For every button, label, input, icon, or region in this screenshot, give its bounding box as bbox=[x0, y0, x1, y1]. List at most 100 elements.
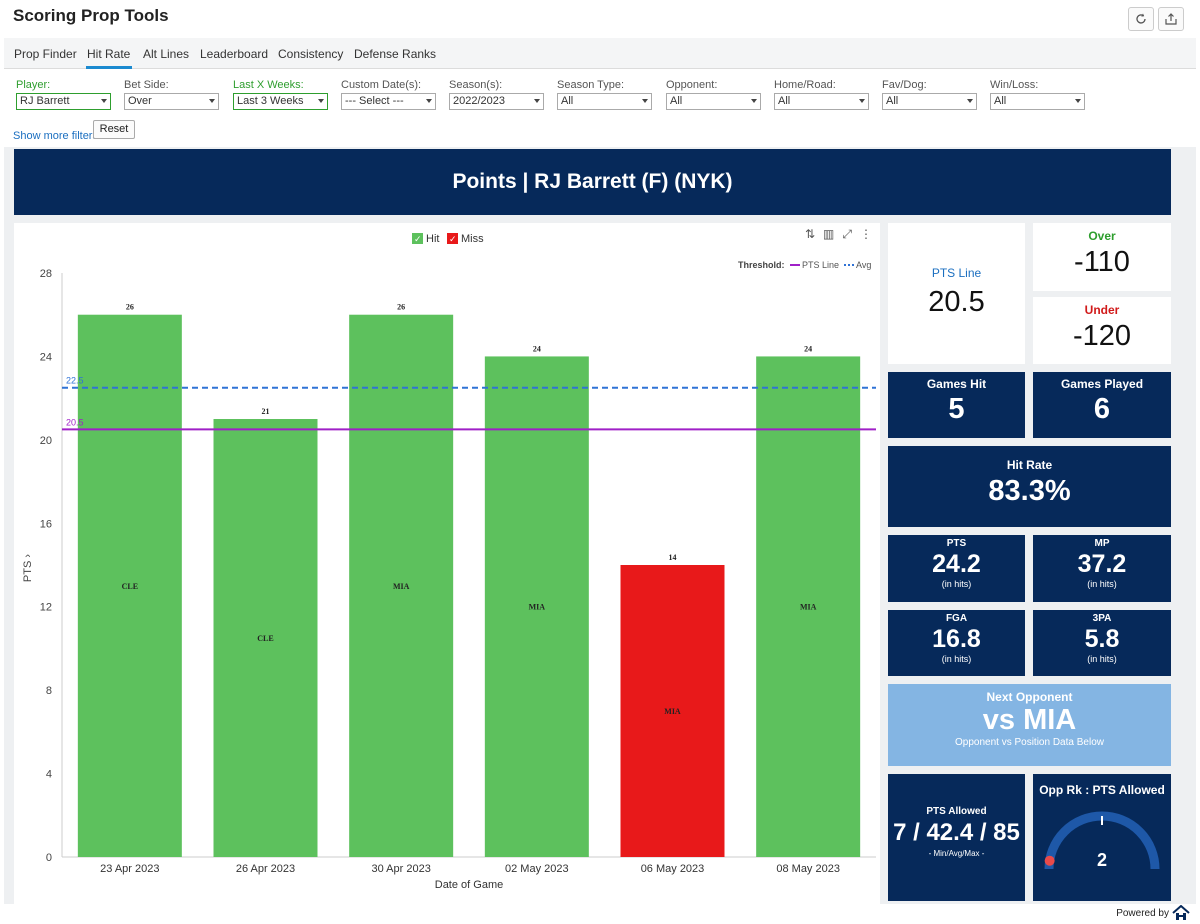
seasons-select[interactable]: 2022/2023 bbox=[449, 93, 544, 110]
export-button[interactable] bbox=[1158, 7, 1184, 31]
bar bbox=[349, 314, 454, 857]
opp-rank-value: 2 bbox=[1097, 850, 1107, 870]
pts-avg-value: 24.2 bbox=[932, 550, 981, 578]
fga-avg-title: FGA bbox=[945, 613, 968, 624]
home-road-select[interactable]: All bbox=[774, 93, 869, 110]
chevron-down-icon bbox=[859, 99, 865, 103]
brand-logo-icon bbox=[1172, 905, 1190, 920]
bar-opponent-label: MIA bbox=[393, 582, 410, 591]
mp-avg-value: 37.2 bbox=[1077, 550, 1127, 578]
page-title: Points | RJ Barrett (F) (NYK) bbox=[14, 149, 1171, 215]
filter-label-player: Player: bbox=[16, 79, 51, 91]
bar-chart: 0 4 8 12 16 20 24 28 PTS › 26 CLE 23 Apr 2023 21 CLE 2… bbox=[22, 233, 876, 891]
filter-label-win-loss: Win/Loss: bbox=[990, 79, 1039, 91]
last-x-weeks-select[interactable]: Last 3 Weeks bbox=[233, 93, 328, 110]
tab-prop-finder[interactable]: Prop Finder bbox=[14, 47, 77, 61]
x-tick-label: 23 Apr 2023 bbox=[100, 863, 159, 875]
bet-side-select[interactable]: Over bbox=[124, 93, 219, 110]
opp-rank-card: Opp Rk : PTS Allowed 2 bbox=[1033, 774, 1171, 901]
pts-line-title: PTS Line bbox=[931, 266, 982, 280]
chevron-down-icon bbox=[967, 99, 973, 103]
bar-opponent-label: MIA bbox=[800, 603, 817, 612]
threshold-legend-label: Avg bbox=[856, 260, 871, 270]
under-odds-card: Under -120 bbox=[1033, 297, 1171, 364]
more-icon[interactable]: ⋮ bbox=[860, 227, 872, 241]
pts-allowed-sub: - Min/Avg/Max - bbox=[928, 849, 985, 858]
player-select[interactable]: RJ Barrett bbox=[16, 93, 111, 110]
bar bbox=[620, 565, 725, 857]
y-tick-label: 28 bbox=[40, 268, 52, 280]
opponent-select-value: All bbox=[670, 95, 683, 107]
hit-rate-value: 83.3% bbox=[988, 475, 1071, 507]
bar-value-label: 14 bbox=[669, 553, 677, 562]
hit-rate-title: Hit Rate bbox=[1006, 458, 1053, 472]
next-opponent-value: vs MIA bbox=[982, 704, 1077, 736]
app-title: Scoring Prop Tools bbox=[13, 6, 169, 25]
gauge-marker bbox=[1044, 855, 1055, 866]
x-tick-label: 02 May 2023 bbox=[505, 863, 569, 875]
filter-label-bet-side: Bet Side: bbox=[124, 79, 169, 91]
fav-dog-select[interactable]: All bbox=[882, 93, 977, 110]
x-tick-label: 30 Apr 2023 bbox=[371, 863, 430, 875]
reset-button[interactable]: Reset bbox=[93, 120, 135, 139]
custom-dates-select-value: --- Select --- bbox=[345, 95, 404, 107]
y-tick-label: 0 bbox=[46, 852, 52, 864]
refresh-button[interactable] bbox=[1128, 7, 1154, 31]
next-opponent-title: Next Opponent bbox=[986, 690, 1073, 704]
chevron-down-icon bbox=[751, 99, 757, 103]
y-tick-label: 20 bbox=[40, 435, 52, 447]
bet-side-select-value: Over bbox=[128, 95, 152, 107]
tab-leaderboard[interactable]: Leaderboard bbox=[200, 47, 269, 61]
check-icon: ✓ bbox=[449, 234, 457, 244]
vertical-scrollbar[interactable] bbox=[1188, 108, 1196, 924]
season-type-select-value: All bbox=[561, 95, 574, 107]
bar-opponent-label: MIA bbox=[664, 707, 681, 716]
bar-opponent-label: CLE bbox=[122, 582, 138, 591]
expand-icon[interactable]: ⤢ bbox=[842, 227, 852, 241]
show-more-filters-link[interactable]: Show more filters bbox=[13, 130, 98, 142]
next-opponent-sub: Opponent vs Position Data Below bbox=[955, 737, 1104, 748]
sort-icon[interactable]: ⇅ bbox=[804, 227, 816, 241]
tab-defense-ranks[interactable]: Defense Ranks bbox=[354, 47, 437, 61]
home-road-select-value: All bbox=[778, 95, 791, 107]
filter-label-season-type: Season Type: bbox=[557, 79, 625, 91]
under-value: -120 bbox=[1072, 320, 1132, 352]
mp-avg-sub: (in hits) bbox=[1087, 579, 1117, 589]
legend-label: Hit bbox=[426, 233, 439, 245]
threshold-line-label: 20.5 bbox=[66, 417, 84, 427]
under-title: Under bbox=[1084, 303, 1120, 317]
export-icon bbox=[1165, 13, 1177, 25]
bar bbox=[756, 356, 861, 857]
tab-alt-lines[interactable]: Alt Lines bbox=[143, 47, 190, 61]
chevron-down-icon bbox=[1075, 99, 1081, 103]
win-loss-select[interactable]: All bbox=[990, 93, 1085, 110]
mp-avg-title: MP bbox=[1094, 538, 1110, 549]
filter-label-fav-dog: Fav/Dog: bbox=[882, 79, 927, 91]
custom-dates-select[interactable]: --- Select --- bbox=[341, 93, 436, 110]
tab-hit-rate[interactable]: Hit Rate bbox=[87, 47, 131, 61]
3pa-avg-value: 5.8 bbox=[1084, 625, 1120, 653]
powered-by-label: Powered by bbox=[1116, 907, 1169, 919]
games-hit-card: Games Hit 5 bbox=[888, 372, 1025, 438]
bar bbox=[484, 356, 589, 857]
threshold-legend-label: PTS Line bbox=[802, 260, 839, 270]
opponent-select[interactable]: All bbox=[666, 93, 761, 110]
y-axis-label: PTS › bbox=[22, 554, 34, 582]
bar bbox=[77, 314, 182, 857]
tab-consistency[interactable]: Consistency bbox=[278, 47, 344, 61]
tab-bar: Prop Finder Hit Rate Alt Lines Leaderboa… bbox=[4, 38, 1196, 69]
filter-label-opponent: Opponent: bbox=[666, 79, 718, 91]
x-tick-label: 08 May 2023 bbox=[776, 863, 840, 875]
over-title: Over bbox=[1088, 229, 1116, 243]
fga-avg-sub: (in hits) bbox=[941, 654, 972, 664]
check-icon: ✓ bbox=[414, 234, 422, 244]
y-tick-label: 16 bbox=[40, 518, 52, 530]
bar-opponent-label: MIA bbox=[529, 603, 546, 612]
season-type-select[interactable]: All bbox=[557, 93, 652, 110]
chart-type-icon[interactable]: ▥ bbox=[823, 227, 835, 241]
over-value: -110 bbox=[1074, 246, 1130, 278]
filter-label-custom-dates: Custom Date(s): bbox=[341, 79, 422, 91]
games-hit-title: Games Hit bbox=[926, 377, 987, 391]
legend-swatch bbox=[447, 233, 458, 244]
next-opponent-card: Next Opponent vs MIA Opponent vs Positio… bbox=[888, 684, 1171, 766]
